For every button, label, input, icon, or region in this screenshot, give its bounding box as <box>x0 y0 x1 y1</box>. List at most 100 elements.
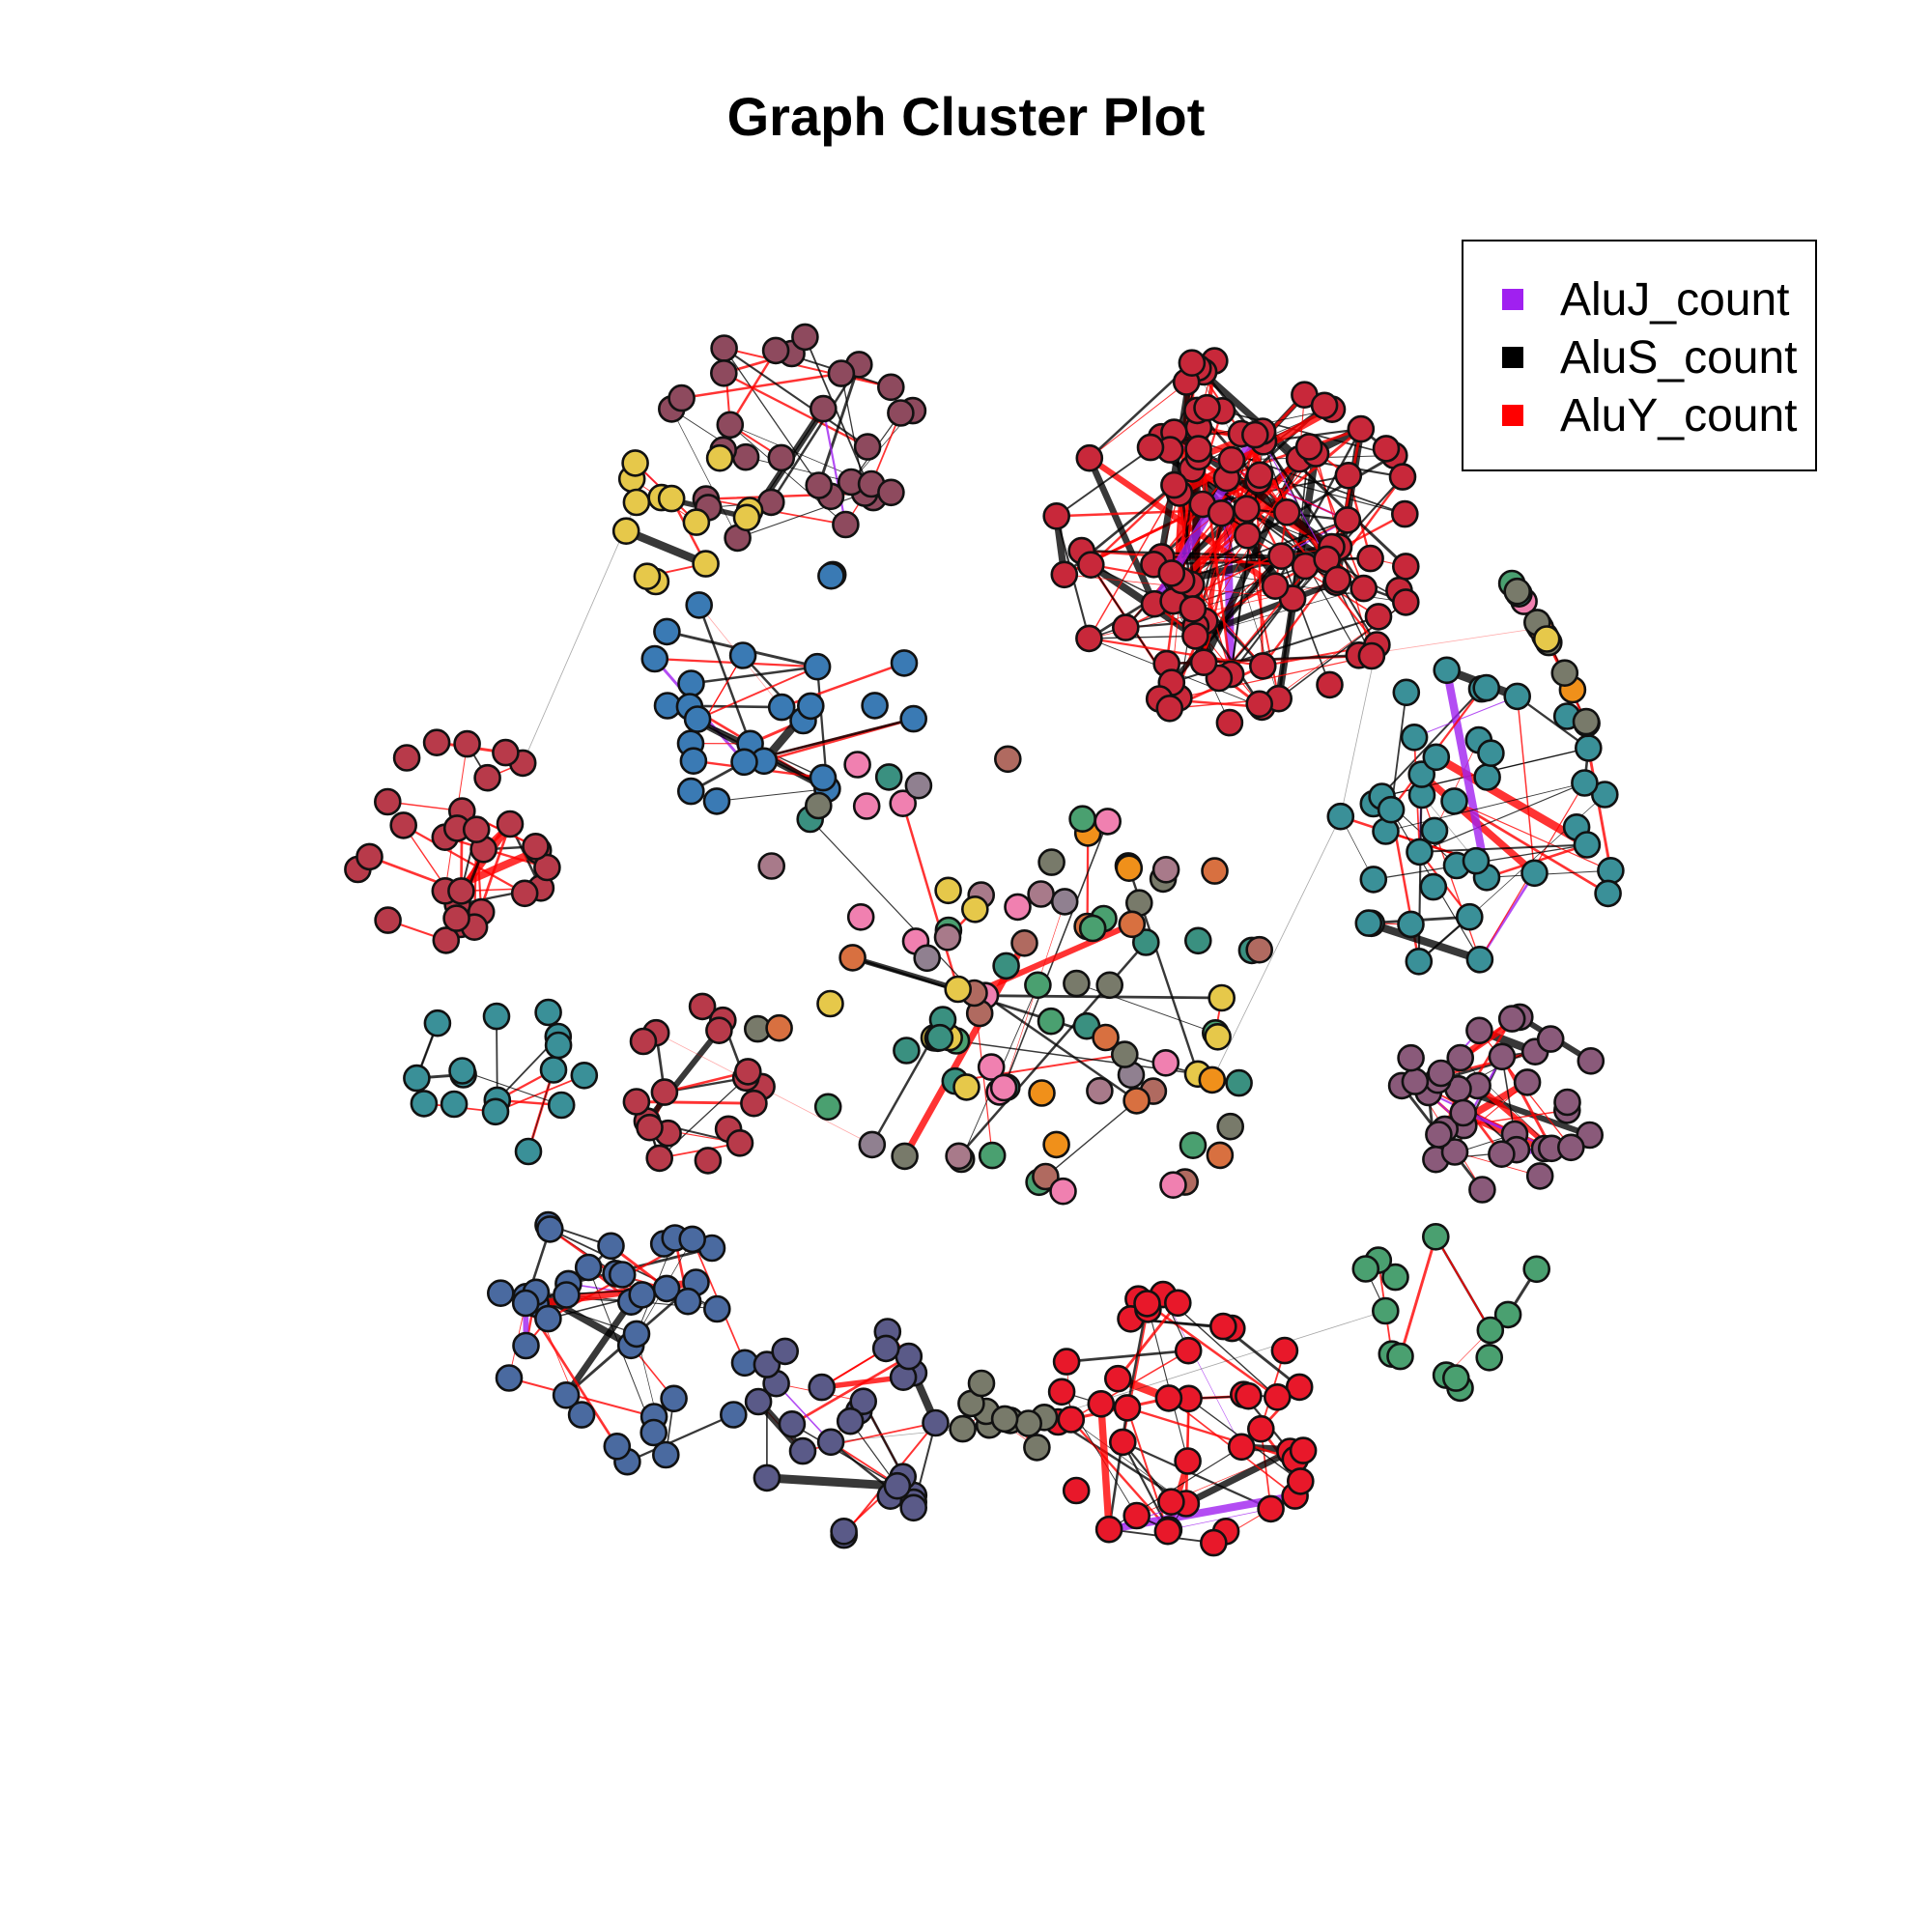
graph-node <box>1264 1383 1292 1411</box>
graph-node <box>830 1518 858 1546</box>
edge-aluy-count <box>1190 473 1262 585</box>
graph-node <box>978 1141 1007 1170</box>
graph-node <box>492 738 520 767</box>
graph-node <box>836 1406 865 1435</box>
graph-node <box>603 1433 632 1461</box>
edge-alus-count <box>810 818 976 994</box>
graph-node <box>1247 1414 1275 1443</box>
graph-node <box>653 617 681 646</box>
graph-node <box>553 1281 581 1309</box>
graph-node <box>685 591 714 619</box>
graph-node <box>1422 1223 1450 1251</box>
graph-node <box>1047 1378 1076 1406</box>
graph-node <box>1159 1171 1187 1199</box>
graph-node <box>481 1097 510 1126</box>
graph-node <box>1151 1049 1180 1077</box>
legend-swatch-aluy <box>1502 405 1523 426</box>
graph-node <box>1245 935 1273 964</box>
graph-node <box>628 1281 657 1309</box>
graph-node <box>1233 495 1261 524</box>
graph-node <box>1427 1059 1455 1088</box>
edge-aluy-count <box>971 921 1135 997</box>
graph-node <box>1184 435 1212 463</box>
graph-node <box>1392 553 1420 581</box>
legend-item-alus: AluS_count <box>1502 328 1798 386</box>
graph-node <box>1388 463 1417 491</box>
edge-alus-count <box>1418 781 1586 853</box>
graph-node <box>893 1037 921 1065</box>
graph-node <box>678 1225 707 1254</box>
edge-aluj-count <box>1413 696 1519 738</box>
graph-node <box>710 334 738 362</box>
graph-node <box>809 763 838 792</box>
graph-node <box>765 1013 793 1042</box>
edge-aluy-count <box>1463 1109 1569 1126</box>
edge-aluy-count <box>1125 1406 1297 1462</box>
edge-alus-count <box>817 362 861 487</box>
graph-node <box>1294 433 1323 461</box>
graph-node <box>1164 1289 1192 1318</box>
graph-node <box>1550 659 1579 688</box>
graph-node <box>853 433 882 461</box>
graph-node <box>846 902 875 931</box>
graph-node <box>403 1064 431 1093</box>
graph-node <box>1160 470 1188 499</box>
graph-node <box>1465 1016 1493 1045</box>
graph-node <box>547 1091 576 1120</box>
edge-alus-count <box>1280 554 1331 686</box>
edge-alus-count <box>1180 519 1349 582</box>
edge-alus-count <box>1086 454 1158 608</box>
edge-aluj-count <box>1162 1293 1242 1448</box>
graph-node <box>1442 1364 1470 1392</box>
graph-node <box>1497 1005 1526 1033</box>
graph-node <box>1386 1342 1414 1371</box>
graph-node <box>1023 1434 1051 1462</box>
graph-node <box>1087 1390 1116 1418</box>
graph-node <box>767 443 796 472</box>
graph-node <box>889 789 918 818</box>
graph-node <box>904 771 933 800</box>
graph-node <box>1157 559 1186 587</box>
graph-node <box>1122 1087 1151 1115</box>
legend-label-aluj: AluJ_count <box>1560 273 1790 326</box>
graph-node <box>1381 1263 1409 1292</box>
graph-node <box>534 1304 562 1333</box>
graph-node <box>1310 391 1339 420</box>
edge-aluy-count <box>1500 1055 1553 1151</box>
legend-item-aluj: AluJ_count <box>1502 270 1790 328</box>
graph-node <box>1151 855 1180 884</box>
graph-node <box>608 1261 637 1289</box>
graph-node <box>949 1414 977 1443</box>
graph-node <box>1189 648 1218 677</box>
edge-alus-count <box>983 994 1138 1102</box>
graph-node <box>838 944 867 972</box>
graph-node <box>668 384 696 412</box>
edge-aluy-count <box>1435 1236 1492 1331</box>
graph-node <box>767 693 796 722</box>
graph-node <box>994 745 1022 774</box>
graph-node <box>355 842 384 871</box>
graph-node <box>1111 1040 1139 1068</box>
graph-node <box>1024 971 1052 1000</box>
edge-alus-count <box>461 1069 562 1106</box>
edge-aluy-count <box>1097 1400 1113 1533</box>
graph-node <box>1576 1121 1604 1150</box>
graph-node <box>1042 1130 1070 1159</box>
graph-node <box>1206 1141 1235 1170</box>
graph-node <box>392 744 421 772</box>
graph-node <box>990 1405 1019 1434</box>
edge-alus-count <box>1262 440 1366 590</box>
graph-node <box>660 1384 688 1413</box>
graph-node <box>1571 769 1599 797</box>
graph-node <box>1201 857 1229 885</box>
graph-node <box>1420 816 1449 845</box>
graph-node <box>1004 893 1032 922</box>
graph-node <box>1433 656 1461 685</box>
graph-node <box>1092 1023 1120 1052</box>
edge-alus-count <box>522 501 638 764</box>
graph-node <box>788 1436 817 1465</box>
graph-node <box>1063 969 1091 998</box>
graph-node <box>1235 1381 1263 1410</box>
graph-node <box>423 1009 452 1037</box>
graph-node <box>1397 1043 1425 1072</box>
